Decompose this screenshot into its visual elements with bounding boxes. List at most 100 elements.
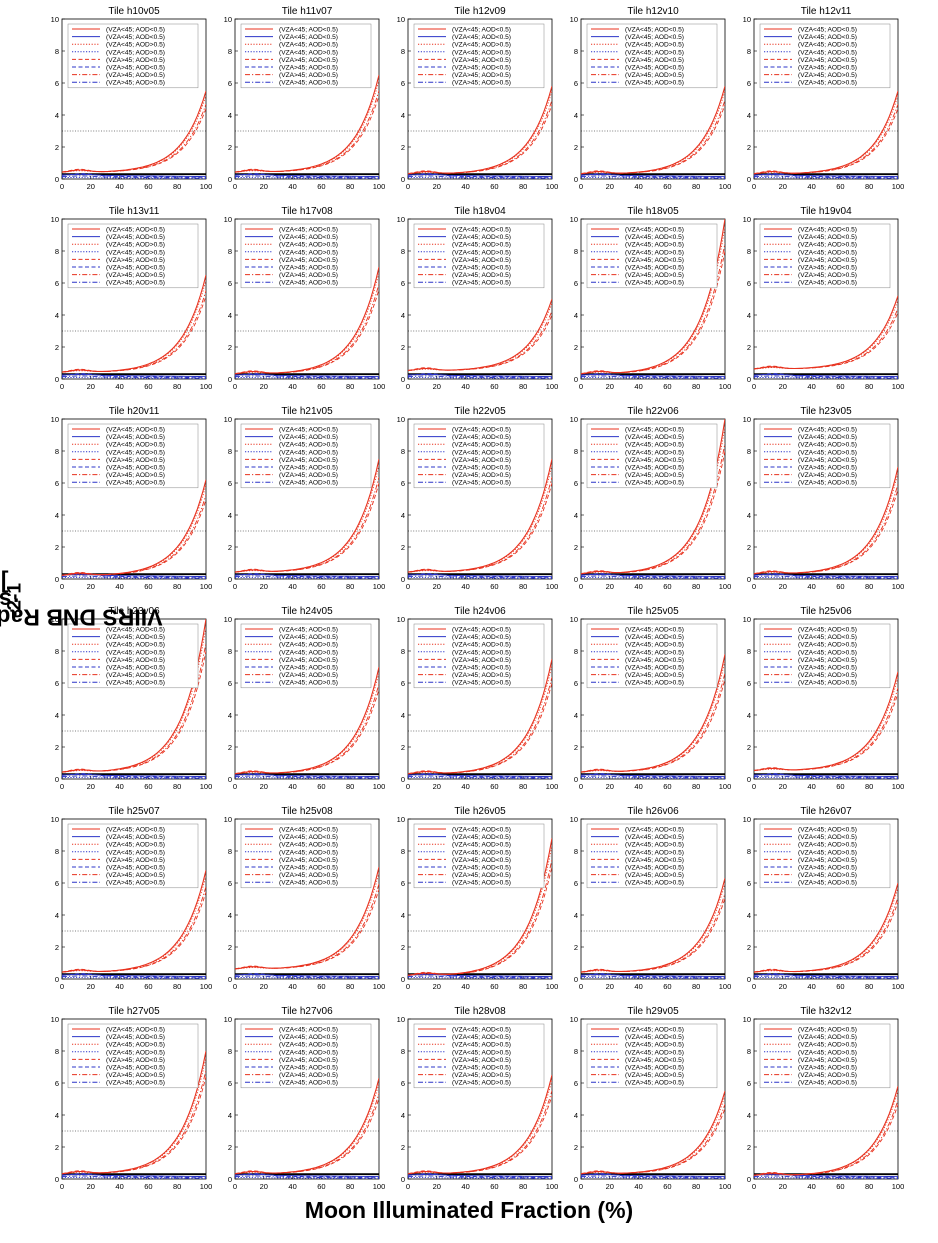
legend-label: (VZA<45; AOD<0.5)	[625, 34, 684, 41]
panel: Tile h28v08 0 20 40 60 80 100 0 2 4 6 8 10 (VZA<45; A…	[397, 1006, 559, 1191]
y-tick-label: 2	[401, 543, 405, 552]
series-line	[581, 375, 725, 379]
y-tick-label: 8	[574, 247, 578, 256]
legend-label: (VZA<45; AOD<0.5)	[106, 1027, 165, 1034]
series-line	[408, 573, 552, 578]
x-tick-label: 60	[144, 382, 152, 391]
x-tick-label: 80	[865, 382, 873, 391]
series-line	[754, 375, 898, 379]
x-tick-label: 0	[60, 382, 64, 391]
legend-box	[67, 223, 199, 289]
series-group	[408, 838, 552, 979]
x-tick-label: 80	[865, 182, 873, 191]
y-tick-label: 8	[55, 447, 59, 456]
y-tick-label: 8	[574, 647, 578, 656]
legend-label: (VZA<45; AOD>0.5)	[279, 849, 338, 856]
legend-label: (VZA>45; AOD>0.5)	[452, 472, 511, 479]
series-line	[581, 973, 725, 978]
series-line	[408, 175, 552, 179]
legend-label: (VZA>45; AOD<0.5)	[279, 657, 338, 664]
x-tick-label: 60	[490, 382, 498, 391]
y-tick-label: 8	[228, 247, 232, 256]
x-tick-label: 0	[579, 182, 583, 191]
y-tick-label: 10	[224, 415, 232, 424]
y-tick-label: 6	[228, 279, 232, 288]
legend-label: (VZA>45; AOD>0.5)	[279, 480, 338, 487]
legend-label: (VZA>45; AOD>0.5)	[279, 72, 338, 79]
series-line	[235, 866, 379, 970]
series-line	[62, 773, 206, 778]
series-line	[62, 373, 206, 378]
y-tick-label: 2	[228, 543, 232, 552]
x-tick-label: 20	[433, 1182, 441, 1191]
x-tick-label: 0	[406, 982, 410, 991]
series-line	[581, 419, 725, 575]
y-tick-label: 6	[55, 279, 59, 288]
series-line	[62, 173, 206, 178]
legend-label: (VZA>45; AOD<0.5)	[279, 465, 338, 472]
y-axis-label-end: ]	[0, 570, 9, 597]
series-line	[754, 902, 898, 973]
series-line	[754, 1086, 898, 1176]
x-axis-label: Moon Illuminated Fraction (%)	[304, 1197, 634, 1223]
y-tick-label: 0	[574, 975, 578, 984]
legend-label: (VZA>45; AOD<0.5)	[625, 1057, 684, 1064]
y-tick-label: 0	[401, 375, 405, 384]
legend-label: (VZA<45; AOD<0.5)	[798, 27, 857, 34]
legend-label: (VZA>45; AOD<0.5)	[279, 65, 338, 72]
panel-title: Tile h18v05	[627, 206, 679, 217]
x-tick-label: 100	[373, 982, 386, 991]
series-line	[235, 889, 379, 970]
legend-label: (VZA<45; AOD<0.5)	[452, 834, 511, 841]
series-line	[754, 973, 898, 978]
legend-label: (VZA>45; AOD<0.5)	[452, 65, 511, 72]
panel: Tile h22v06 0 20 40 60 80 100 0 2 4 6 8 10 (VZA<45; A…	[570, 406, 732, 591]
x-tick-label: 0	[406, 182, 410, 191]
x-tick-label: 60	[317, 182, 325, 191]
series-line	[408, 773, 552, 778]
legend-label: (VZA<45; AOD<0.5)	[279, 627, 338, 634]
series-group	[581, 219, 725, 379]
panel-title: Tile h24v05	[281, 606, 333, 617]
x-tick-label: 20	[87, 382, 95, 391]
legend: (VZA<45; AOD<0.5)(VZA<45; AOD<0.5)(VZA<4…	[586, 823, 718, 889]
series-group	[235, 266, 379, 379]
series-line	[408, 573, 552, 578]
legend-label: (VZA>45; AOD>0.5)	[452, 672, 511, 679]
series-line	[62, 773, 206, 778]
legend-label: (VZA<45; AOD>0.5)	[798, 249, 857, 256]
legend-box	[586, 823, 718, 889]
legend-label: (VZA<45; AOD>0.5)	[106, 1042, 165, 1049]
legend-label: (VZA>45; AOD>0.5)	[279, 672, 338, 679]
series-line	[408, 302, 552, 372]
legend-label: (VZA>45; AOD<0.5)	[798, 865, 857, 872]
x-tick-label: 60	[317, 582, 325, 591]
y-tick-label: 0	[228, 175, 232, 184]
legend-label: (VZA<45; AOD<0.5)	[798, 634, 857, 641]
y-tick-label: 2	[747, 543, 751, 552]
panel-title: Tile h24v06	[454, 606, 506, 617]
legend-box	[240, 223, 372, 289]
series-line	[581, 975, 725, 979]
panel-title: Tile h19v04	[800, 206, 852, 217]
series-line	[235, 266, 379, 375]
y-tick-label: 6	[574, 679, 578, 688]
y-tick-label: 0	[574, 1175, 578, 1184]
legend-label: (VZA<45; AOD<0.5)	[452, 627, 511, 634]
legend-label: (VZA>45; AOD>0.5)	[452, 1080, 511, 1087]
legend-label: (VZA>45; AOD<0.5)	[798, 265, 857, 272]
series-line	[581, 573, 725, 578]
x-tick-label: 40	[288, 782, 296, 791]
series-group	[235, 1078, 379, 1179]
series-line	[62, 775, 206, 779]
panel: Tile h26v05 0 20 40 60 80 100 0 2 4 6 8 10 (VZA<45; A…	[397, 806, 559, 991]
y-tick-label: 10	[224, 615, 232, 624]
x-tick-label: 0	[752, 782, 756, 791]
legend-label: (VZA>45; AOD>0.5)	[625, 872, 684, 879]
legend-label: (VZA>45; AOD>0.5)	[106, 80, 165, 87]
legend-label: (VZA<45; AOD>0.5)	[106, 849, 165, 856]
panel: Tile h12v09 0 20 40 60 80 100 0 2 4 6 8 10 (VZA<45; A…	[397, 6, 559, 191]
legend-label: (VZA>45; AOD>0.5)	[625, 1080, 684, 1087]
x-tick-label: 60	[317, 782, 325, 791]
legend-label: (VZA<45; AOD<0.5)	[106, 634, 165, 641]
